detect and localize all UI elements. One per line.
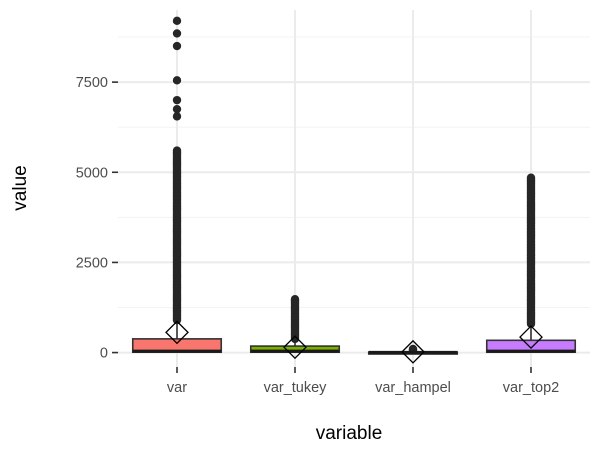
grid-lines bbox=[118, 10, 590, 367]
y-tick-label: 2500 bbox=[76, 255, 108, 271]
mean-diamond bbox=[519, 325, 543, 349]
outlier-point bbox=[526, 173, 536, 182]
boxplot-var bbox=[131, 16, 223, 354]
mean-diamond bbox=[165, 320, 189, 345]
x-tick-label: var_hampel bbox=[375, 380, 451, 396]
boxplot-var_tukey bbox=[249, 295, 341, 360]
mean-diamond bbox=[401, 339, 425, 364]
y-axis-title: value bbox=[10, 165, 31, 210]
y-tick-label: 7500 bbox=[76, 75, 108, 91]
outlier-point bbox=[172, 112, 182, 121]
outlier-point bbox=[172, 29, 182, 38]
outlier-point bbox=[172, 146, 182, 155]
x-tick-label: var_tukey bbox=[264, 380, 328, 396]
outlier-point bbox=[172, 16, 182, 26]
boxplot-var_hampel bbox=[367, 339, 459, 364]
outlier-point bbox=[172, 95, 182, 105]
mean-diamond bbox=[283, 335, 307, 360]
outlier-point bbox=[172, 41, 182, 51]
x-axis-title: variable bbox=[316, 423, 383, 444]
outlier-point bbox=[172, 104, 182, 114]
x-tick-label: var bbox=[167, 380, 187, 396]
y-tick-label: 0 bbox=[100, 346, 108, 362]
boxplot-series bbox=[131, 16, 577, 364]
outlier-point bbox=[172, 76, 182, 85]
outlier-point bbox=[290, 295, 300, 304]
axes: 0 2500 5000 7500 var var_tukey var_hampel var_t… bbox=[76, 75, 559, 396]
x-tick-label: var_top2 bbox=[503, 380, 559, 396]
boxplot-var_top2 bbox=[485, 173, 577, 354]
y-tick-label: 5000 bbox=[76, 165, 108, 181]
